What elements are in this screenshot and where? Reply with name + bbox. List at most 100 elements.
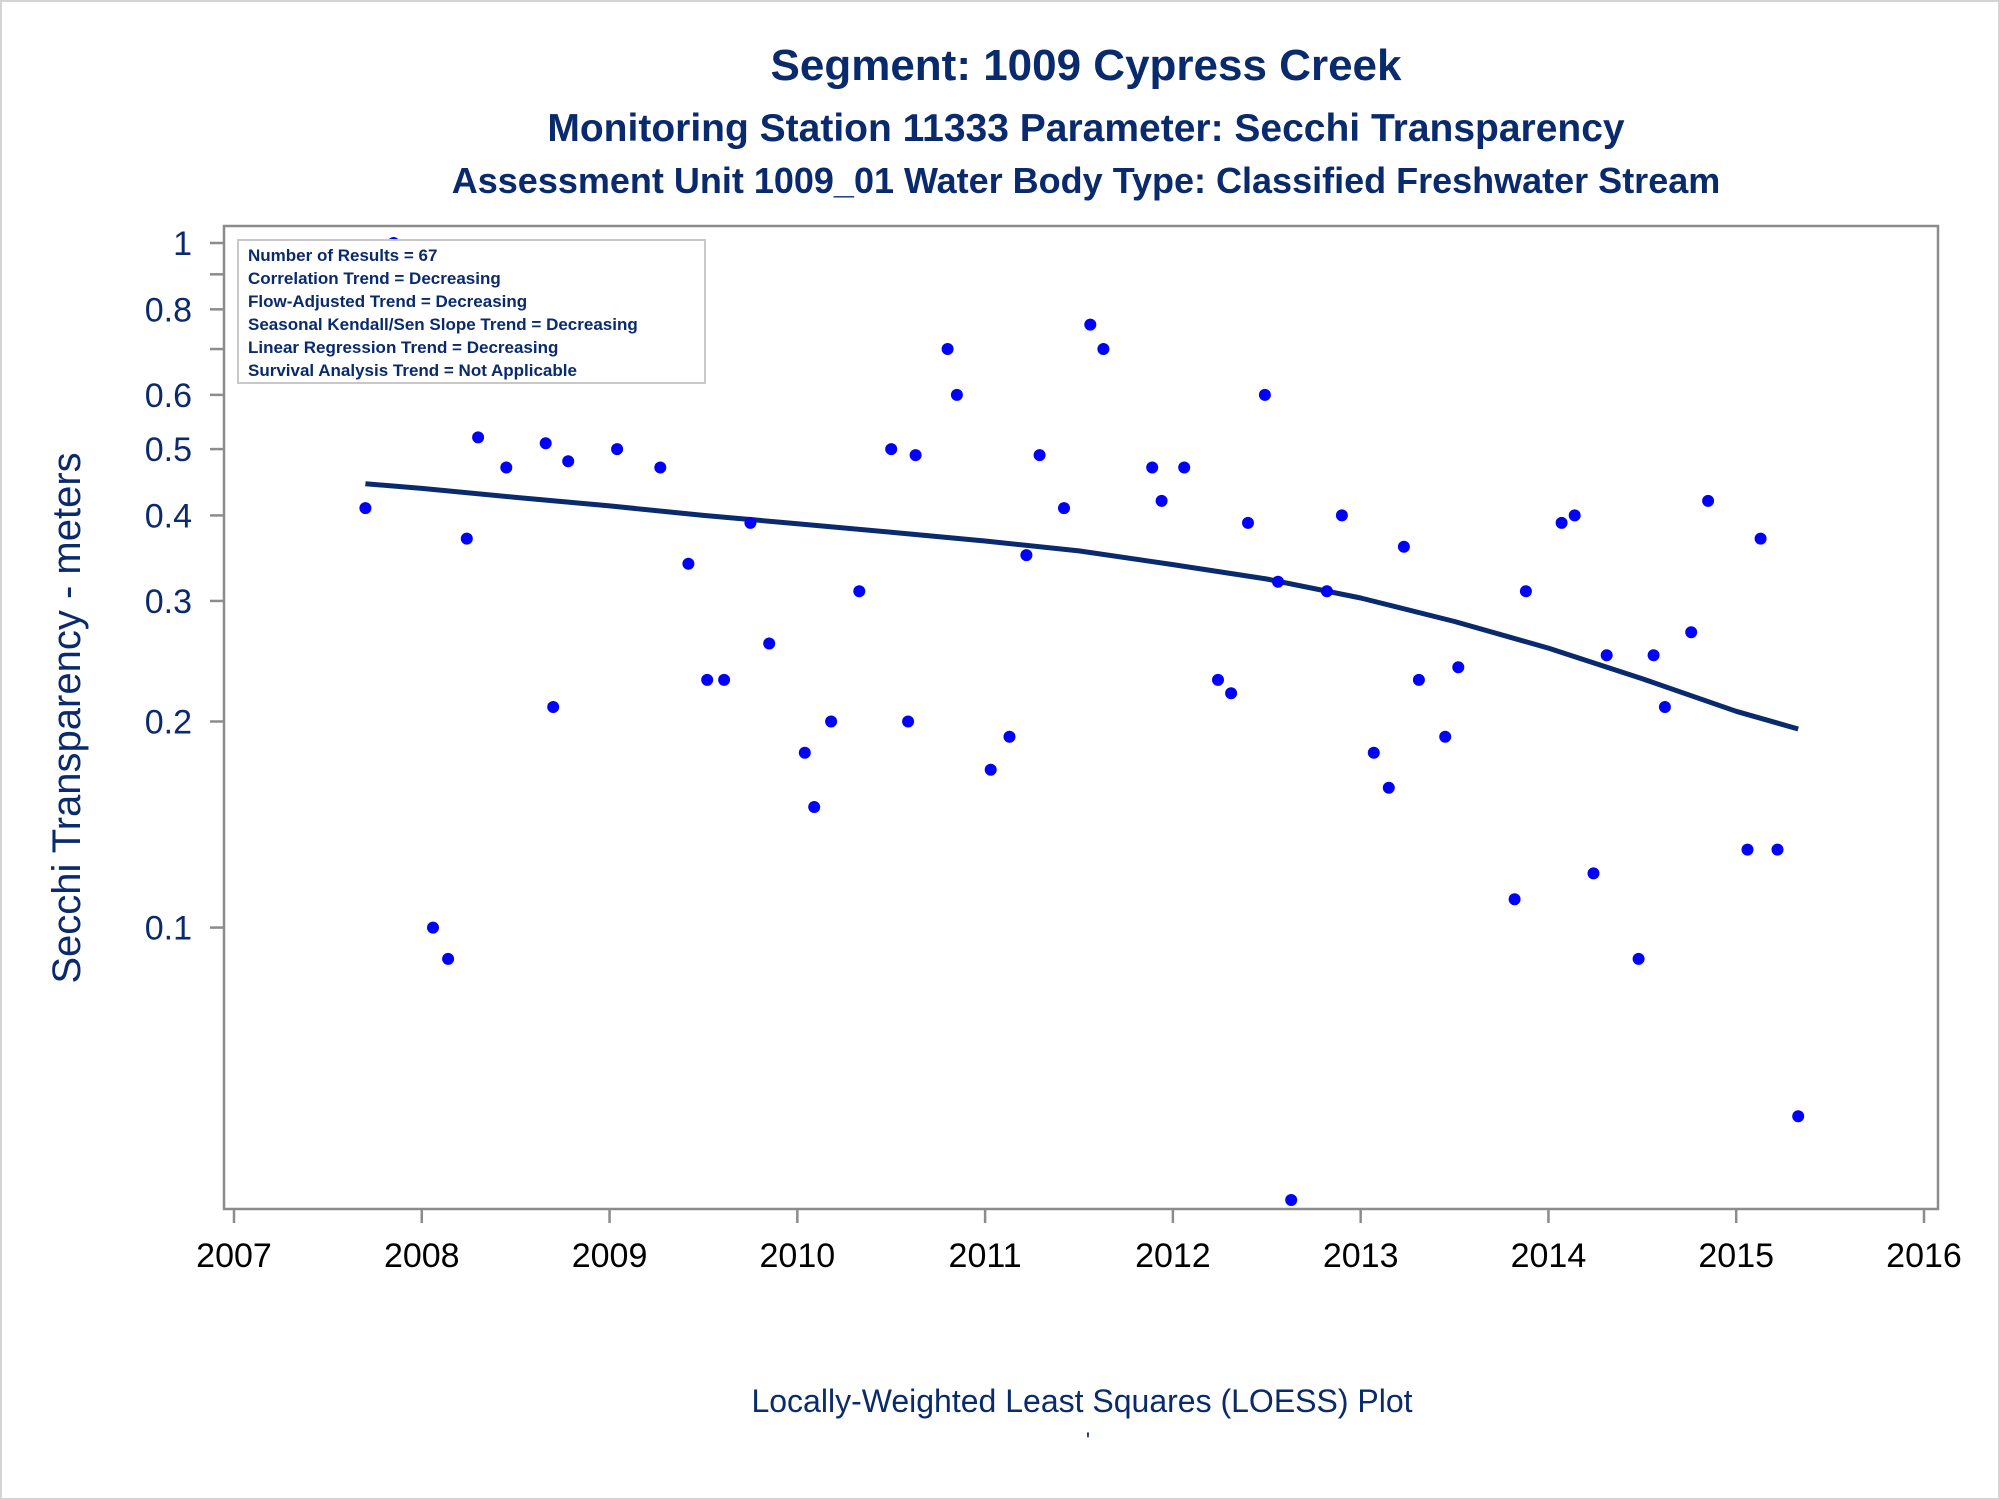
x-axis: 2007 2008 2009 2010 2011 2012 2013 2014 2015 2016 <box>196 1209 1962 1275</box>
x-tick-label: 2010 <box>760 1237 836 1275</box>
data-point <box>1020 549 1033 562</box>
data-point <box>1508 893 1521 906</box>
chart-title: Segment: 1009 Cypress Creek <box>771 41 1403 90</box>
data-point <box>427 921 439 934</box>
y-tick-label: 0.5 <box>145 431 192 469</box>
stats-box: Number of Results = 67 Correlation Trend… <box>237 239 706 384</box>
data-point <box>763 637 776 650</box>
data-point <box>718 673 731 686</box>
y-axis: 1 0.8 0.6 0.5 0.4 0.3 0.2 0.1 <box>145 225 224 948</box>
data-point <box>1212 673 1224 686</box>
data-point <box>701 673 714 686</box>
stat-survival-analysis-trend: Survival Analysis Trend = Not Applicable <box>248 361 577 380</box>
data-point <box>1242 516 1254 529</box>
data-point <box>825 715 838 728</box>
data-point <box>909 449 922 462</box>
stat-flow-adjusted-trend: Flow-Adjusted Trend = Decreasing <box>248 292 527 311</box>
x-tick-label: 2013 <box>1323 1237 1399 1275</box>
data-point <box>808 801 821 813</box>
data-point <box>1320 585 1333 598</box>
data-point <box>1033 449 1046 462</box>
data-point <box>1587 867 1600 880</box>
data-point <box>1685 626 1698 639</box>
data-point <box>984 763 997 776</box>
stat-seasonal-kendall-trend: Seasonal Kendall/Sen Slope Trend = Decre… <box>248 315 638 334</box>
data-point <box>1412 673 1425 686</box>
plot-area-border <box>222 224 1940 1211</box>
x-tick-label: 2014 <box>1511 1237 1587 1275</box>
data-point <box>1771 843 1784 856</box>
data-point <box>359 502 372 515</box>
data-point <box>1058 502 1070 515</box>
y-tick-label: 0.2 <box>145 704 192 742</box>
data-point <box>562 455 575 468</box>
data-point <box>1741 843 1754 856</box>
data-point <box>744 516 757 529</box>
data-point <box>1003 730 1016 743</box>
data-point <box>1155 494 1168 507</box>
data-point <box>1285 1194 1298 1206</box>
data-point <box>472 431 485 444</box>
data-point <box>682 557 695 570</box>
data-point <box>1658 701 1671 713</box>
data-point <box>1452 661 1465 674</box>
data-point <box>1178 461 1191 474</box>
x-tick-label: 2016 <box>1886 1237 1962 1275</box>
data-point <box>1397 540 1410 553</box>
data-point <box>1084 318 1097 331</box>
x-tick-label: 2011 <box>949 1237 1022 1275</box>
data-point <box>611 443 624 456</box>
data-point <box>1792 1110 1805 1123</box>
data-point <box>1258 388 1271 401</box>
data-point <box>1568 509 1581 522</box>
data-point <box>1439 730 1452 743</box>
data-point <box>1632 952 1645 965</box>
data-point <box>539 437 552 450</box>
data-point <box>1555 516 1568 529</box>
data-point <box>1272 575 1284 588</box>
loess-trend-line <box>365 481 1799 732</box>
data-points <box>359 237 1805 1206</box>
data-point <box>500 461 513 474</box>
data-point <box>442 952 455 965</box>
data-point <box>1647 649 1660 662</box>
data-point <box>1097 343 1110 355</box>
stat-number-of-results: Number of Results = 67 <box>248 246 437 265</box>
chart-subtitle-secondary: Assessment Unit 1009_01 Water Body Type:… <box>452 160 1721 201</box>
data-point <box>654 461 667 474</box>
stat-correlation-trend: Correlation Trend = Decreasing <box>248 269 501 288</box>
stat-linear-regression-trend: Linear Regression Trend = Decreasing <box>248 338 558 357</box>
chart-subtitle: Monitoring Station 11333 Parameter: Secc… <box>547 107 1625 150</box>
y-axis-label: Secchi Transparency - meters <box>45 452 89 983</box>
x-tick-label: 2007 <box>196 1237 272 1275</box>
data-point <box>1382 781 1395 794</box>
data-point <box>460 532 473 545</box>
x-tick-label: 2012 <box>1135 1237 1211 1275</box>
data-point <box>798 746 811 759</box>
y-tick-label: 0.6 <box>145 377 192 415</box>
data-point <box>950 388 963 401</box>
data-point <box>902 715 915 728</box>
data-point <box>1367 746 1380 759</box>
x-tick-label: 2008 <box>384 1237 460 1275</box>
y-tick-label: 0.8 <box>145 291 192 329</box>
data-point <box>1702 494 1715 507</box>
y-tick-label: 1 <box>173 225 192 263</box>
data-point <box>1519 585 1532 598</box>
footnote: Locally-Weighted Least Squares (LOESS) P… <box>751 1383 1412 1419</box>
data-point <box>547 701 560 713</box>
y-tick-label: 0.1 <box>145 910 192 948</box>
y-tick-label: 0.4 <box>145 497 192 535</box>
data-point <box>885 443 898 456</box>
y-tick-label: 0.3 <box>145 583 192 621</box>
footnote-mark: ' <box>1086 1428 1090 1453</box>
data-point <box>1335 509 1348 522</box>
data-point <box>1600 649 1613 662</box>
data-point <box>941 343 954 355</box>
data-point <box>853 585 866 598</box>
x-tick-label: 2015 <box>1698 1237 1774 1275</box>
x-tick-label: 2009 <box>572 1237 648 1275</box>
data-point <box>1225 687 1238 700</box>
